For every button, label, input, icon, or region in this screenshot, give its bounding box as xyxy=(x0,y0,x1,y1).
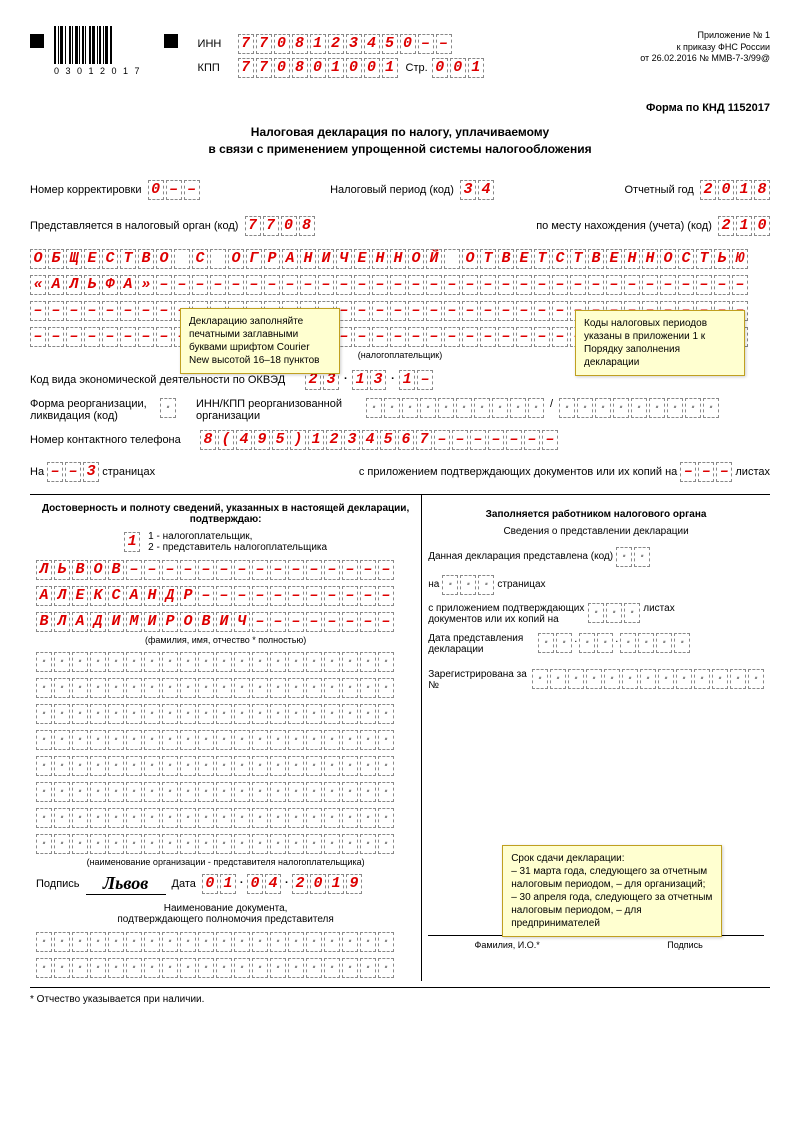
period-value: 34 xyxy=(460,180,494,200)
kpp-label: КПП xyxy=(198,62,238,74)
correction-label: Номер корректировки xyxy=(30,184,141,196)
row-pages: На ––3 страницах с приложением подтвержд… xyxy=(30,458,770,486)
pages-prefix: На xyxy=(30,466,44,478)
pages-suffix: страницах xyxy=(102,466,155,478)
form-code: Форма по КНД 1152017 xyxy=(30,102,770,114)
r-attach-suffix: листах xyxy=(643,603,674,614)
row-organ: Представляется в налоговый орган (код) 7… xyxy=(30,212,770,240)
date-label: Дата xyxy=(172,878,196,890)
row-reorg: Форма реорганизации, ликвидация (код) · … xyxy=(30,398,770,422)
org-blank-lines: ········································… xyxy=(36,649,415,857)
attach-label: с приложением подтверждающих документов … xyxy=(359,466,677,478)
signature: Львов xyxy=(86,873,166,895)
kpp-value: 770801001 xyxy=(238,58,398,78)
left-column: Достоверность и полноту сведений, указан… xyxy=(30,495,422,981)
fio-caption: (фамилия, имя, отчество * полностью) xyxy=(36,635,415,645)
page-value: 001 xyxy=(432,58,484,78)
note-period-codes: Коды налоговых периодов указаны в прилож… xyxy=(575,310,745,376)
doc-title: Наименование документа, подтверждающего … xyxy=(36,903,415,925)
correction-value: 0–– xyxy=(148,180,200,200)
r-date-label: Дата представления декларации xyxy=(428,633,538,655)
reg-no: ············· xyxy=(532,669,764,689)
r-sign-label: Подпись xyxy=(606,940,764,950)
bottom-two-col: Достоверность и полноту сведений, указан… xyxy=(30,494,770,981)
inn-value: 7708123450–– xyxy=(238,34,452,54)
who-options: 1 - налогоплательщик, 2 - представитель … xyxy=(148,531,327,553)
organ-label: Представляется в налоговый орган (код) xyxy=(30,220,238,232)
attach-value: ––– xyxy=(680,462,732,482)
header: 0 3 0 1 2 0 1 7 ИНН 7708123450–– КПП 770… xyxy=(30,30,770,82)
sign-date: 01.04.2019 xyxy=(202,874,362,894)
note-courier: Декларацию заполняйте печатными заглавны… xyxy=(180,308,340,374)
corner-square-2 xyxy=(164,34,178,48)
tax-form-page: 0 3 0 1 2 0 1 7 ИНН 7708123450–– КПП 770… xyxy=(0,0,800,1025)
fio-lines: ЛЬВОВ–––––––––––––––АЛЕКСАНДР–––––––––––… xyxy=(36,557,415,635)
r-pages-suffix: страницах xyxy=(497,579,545,590)
right-subtitle: Сведения о представлении декларации xyxy=(428,526,764,537)
who-code: 1 xyxy=(124,532,140,552)
row-correction: Номер корректировки 0–– Налоговый период… xyxy=(30,176,770,204)
appendix-info: Приложение № 1 к приказу ФНС России от 2… xyxy=(640,30,770,65)
phone-value: 8(495)1234567––––––– xyxy=(200,430,558,450)
organ-value: 7708 xyxy=(245,216,315,236)
corner-square xyxy=(30,34,44,48)
place-value: 210 xyxy=(718,216,770,236)
right-title: Заполняется работником налогового органа xyxy=(428,509,764,520)
reorg-kpp-value: ········· xyxy=(559,398,719,418)
page-label: Стр. xyxy=(406,62,428,74)
footnote: * Отчество указывается при наличии. xyxy=(30,994,770,1005)
reorg-inn-label: ИНН/КПП реорганизованной организации xyxy=(196,398,366,422)
reorg-inn-value: ·········· xyxy=(366,398,544,418)
place-label: по месту нахождения (учета) (код) xyxy=(536,220,712,232)
reorg-form-label: Форма реорганизации, ликвидация (код) xyxy=(30,398,160,422)
year-value: 2018 xyxy=(700,180,770,200)
r-attach-label: с приложением подтверждающих документов … xyxy=(428,603,588,625)
phone-label: Номер контактного телефона xyxy=(30,434,200,446)
pages-value: ––3 xyxy=(47,462,99,482)
signature-label: Подпись xyxy=(36,878,80,890)
inn-label: ИНН xyxy=(198,38,238,50)
right-column: Заполняется работником налогового органа… xyxy=(422,495,770,981)
doc-blank-lines: ········································ xyxy=(36,929,415,981)
r-fio-label: Фамилия, И.О.* xyxy=(428,940,586,950)
left-title: Достоверность и полноту сведений, указан… xyxy=(36,503,415,525)
r-pages-prefix: на xyxy=(428,579,439,590)
org-caption: (наименование организации - представител… xyxy=(36,857,415,867)
okved-label: Код вида экономической деятельности по О… xyxy=(30,374,305,386)
barcode: 0 3 0 1 2 0 1 7 xyxy=(54,26,142,76)
note-deadline: Срок сдачи декларации: – 31 марта года, … xyxy=(502,845,722,937)
form-title: Налоговая декларация по налогу, уплачива… xyxy=(30,124,770,158)
year-label: Отчетный год xyxy=(624,184,693,196)
period-label: Налоговый период (код) xyxy=(330,184,454,196)
barcode-number: 0 3 0 1 2 0 1 7 xyxy=(54,66,142,76)
attach-suffix: листах xyxy=(735,466,770,478)
row-phone: Номер контактного телефона 8(495)1234567… xyxy=(30,430,770,450)
presented-label: Данная декларация представлена (код) xyxy=(428,551,613,562)
r-reg-label: Зарегистрирована за № xyxy=(428,669,532,691)
